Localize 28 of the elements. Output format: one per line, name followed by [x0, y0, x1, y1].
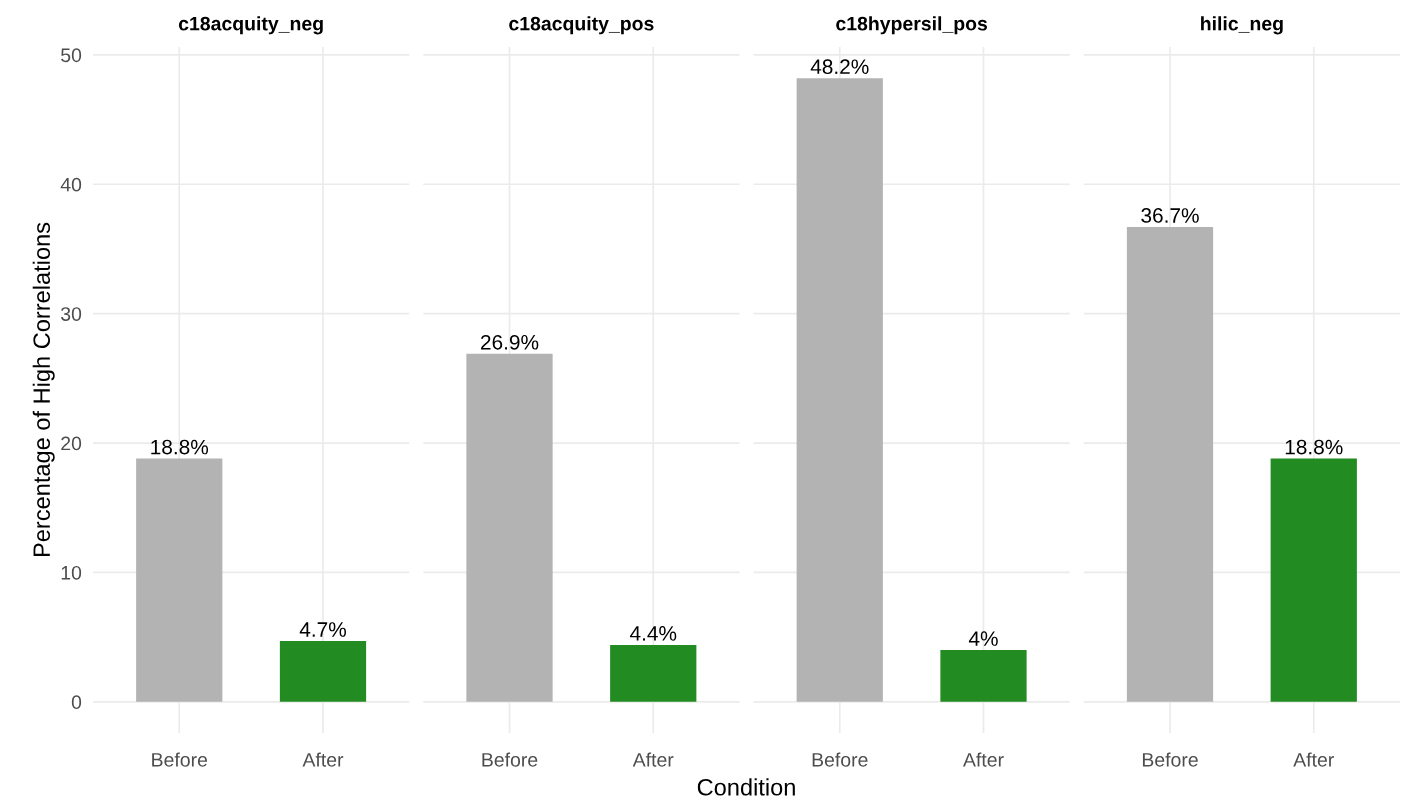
- data-label: 18.8%: [151, 439, 209, 455]
- x-tick-label: After: [1293, 752, 1334, 767]
- y-axis-title: Percentage of High Correlations: [32, 222, 55, 557]
- data-label: 48.2%: [810, 59, 869, 75]
- data-label: 4.4%: [629, 626, 677, 641]
- chart-title: c18acquity_pos: [509, 16, 654, 35]
- x-tick-label: After: [632, 752, 674, 767]
- x-tick-label: Before: [812, 752, 868, 767]
- x-tick-label: After: [302, 752, 344, 767]
- data-label: 26.9%: [481, 334, 539, 350]
- x-axis-title: Condition: [697, 778, 795, 796]
- y-tick-label: 50: [61, 48, 82, 63]
- data-label: 4.7%: [299, 622, 346, 637]
- x-tick-label: Before: [482, 752, 538, 767]
- chart-title: c18acquity_neg: [178, 16, 323, 35]
- x-tick-label: After: [963, 752, 1004, 767]
- y-tick-label: 30: [61, 307, 82, 321]
- y-tick-label: 20: [61, 436, 82, 451]
- chart-title: hilic_neg: [1201, 16, 1283, 35]
- y-tick-label: 40: [60, 177, 82, 192]
- data-label: 4%: [968, 631, 998, 646]
- x-tick-label: Before: [1142, 752, 1198, 767]
- x-tick-label: Before: [152, 752, 208, 767]
- chart-title: c18hypersil_pos: [836, 16, 988, 35]
- y-tick-label: 0: [71, 695, 82, 710]
- data-label: 36.7%: [1141, 208, 1199, 223]
- data-label: 18.8%: [1285, 439, 1343, 455]
- y-tick-label: 10: [61, 565, 82, 580]
